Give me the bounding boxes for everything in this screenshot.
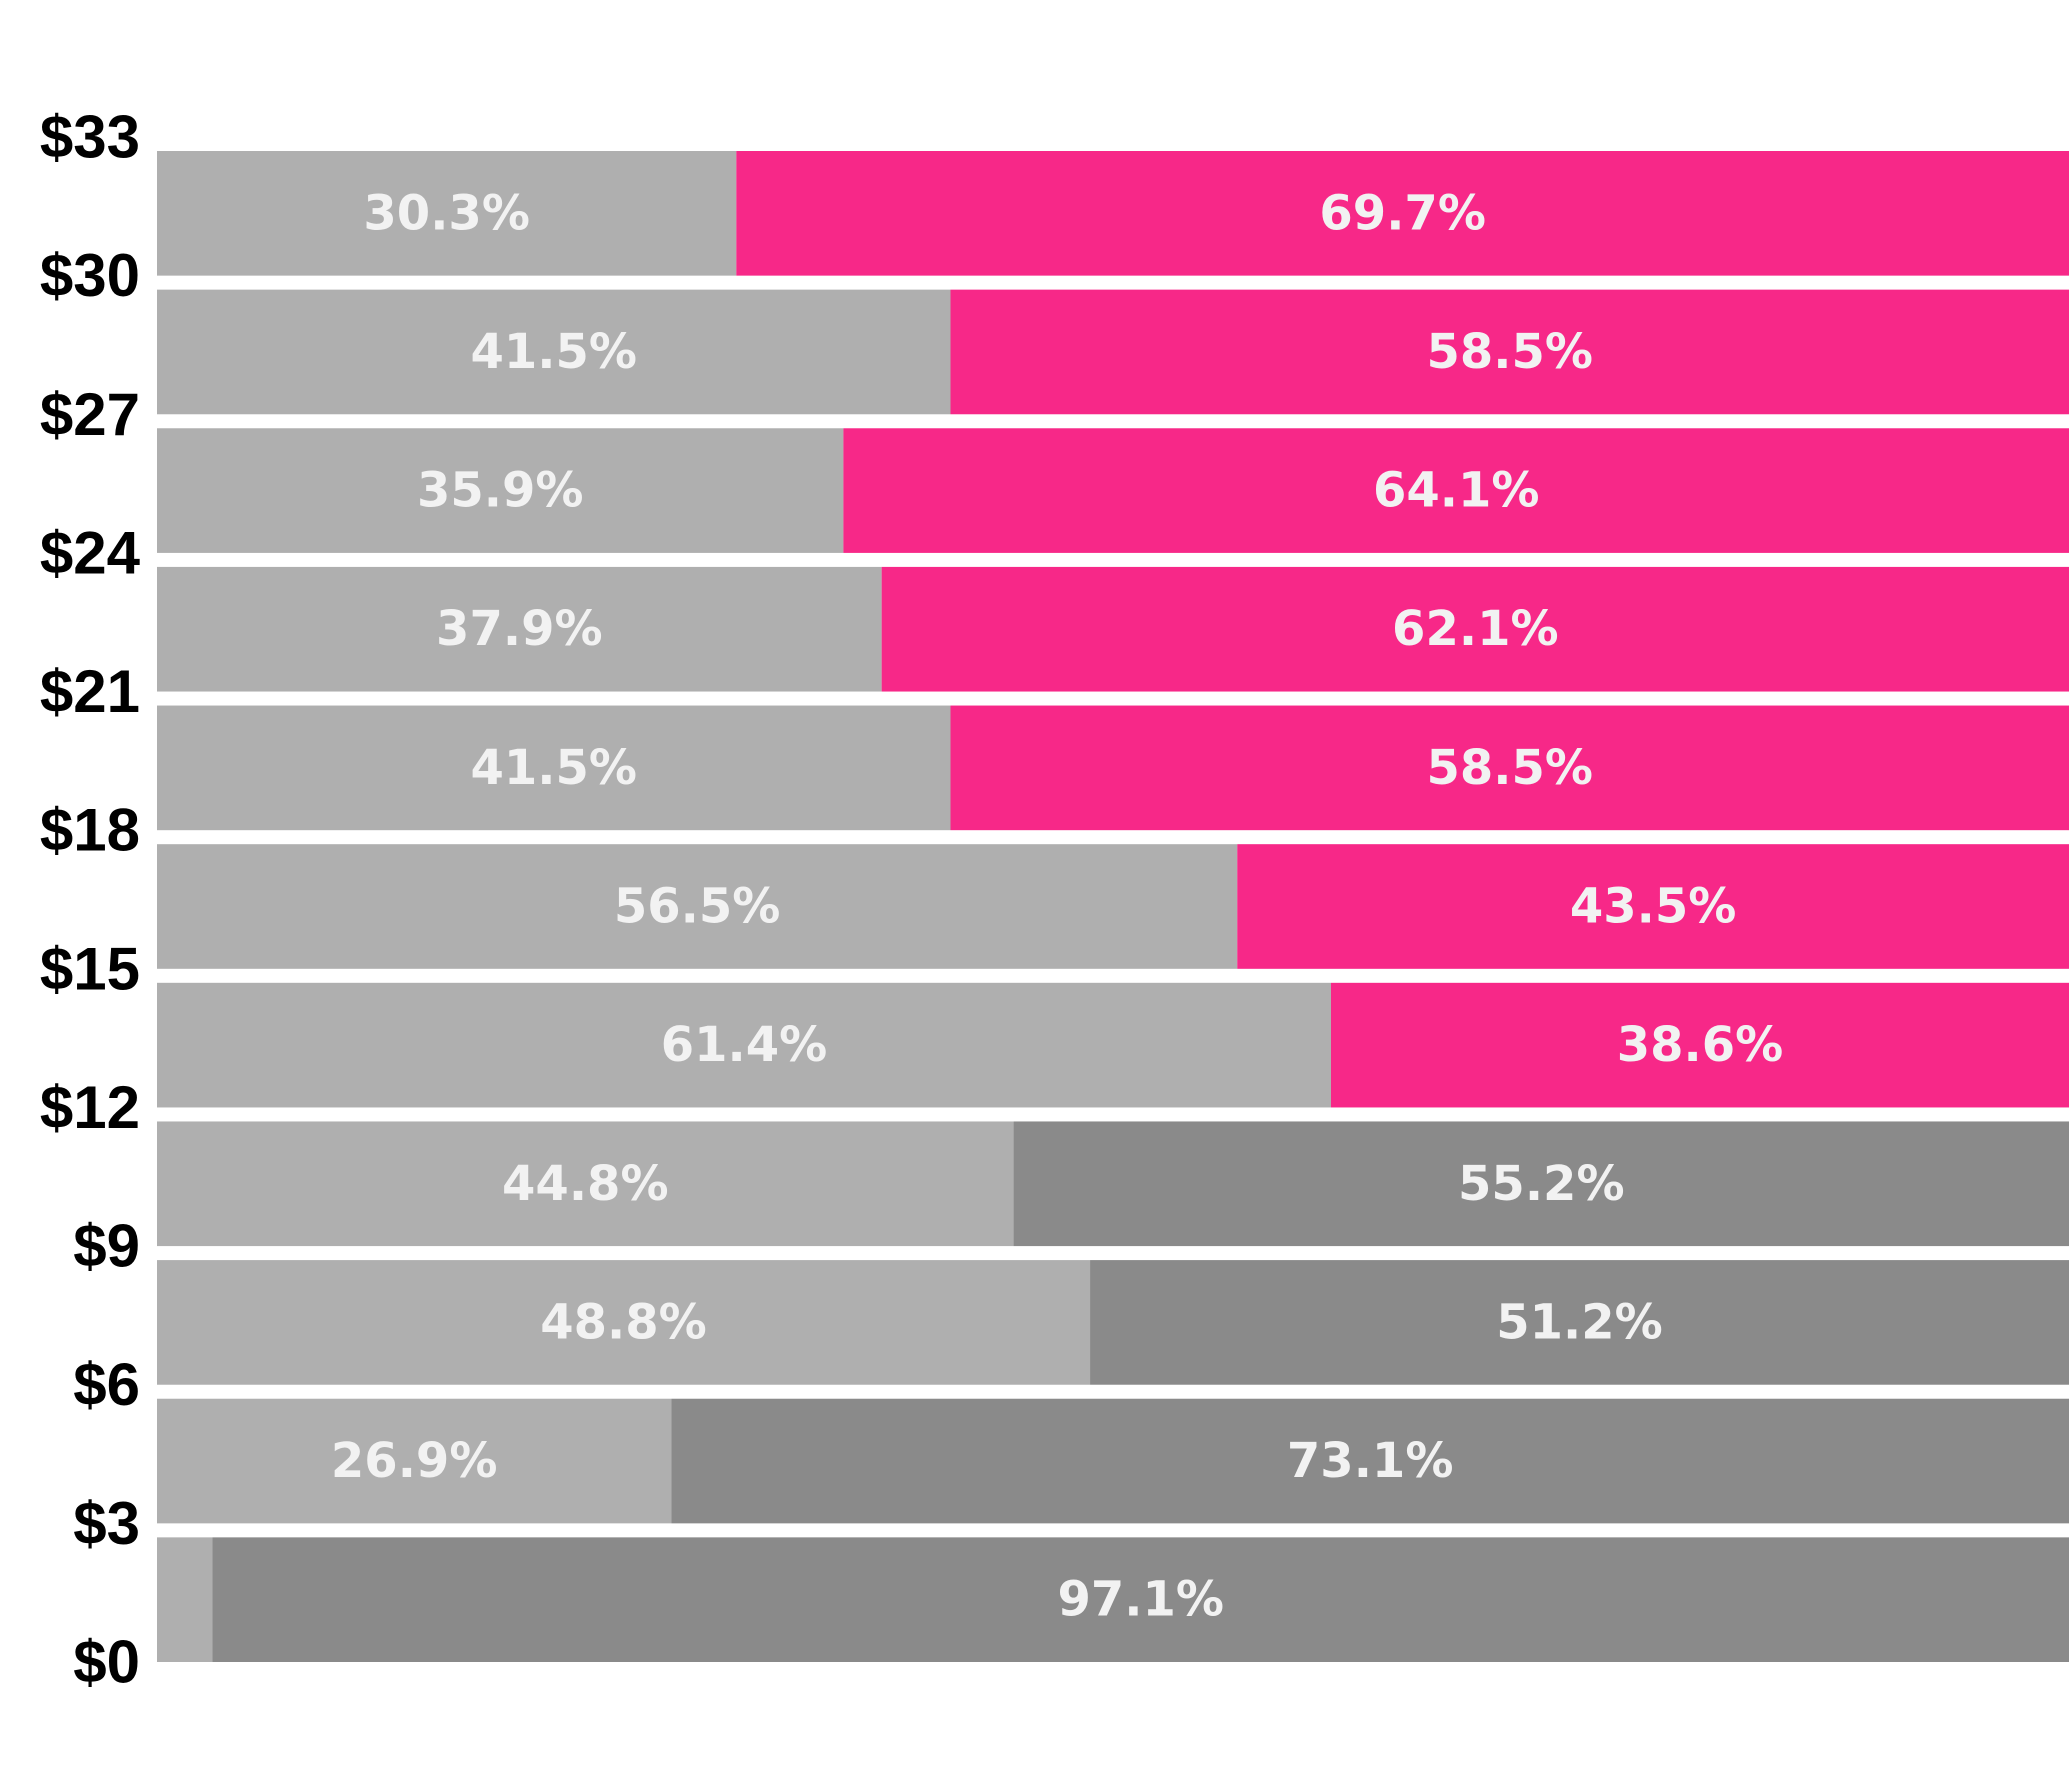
data-label-left: 61.4% <box>661 1017 828 1073</box>
bar-segment-left <box>157 1537 213 1662</box>
bar-segment-right <box>1090 1260 2069 1385</box>
y-tick-label: $3 <box>73 1490 140 1557</box>
y-tick-label: $0 <box>73 1629 140 1696</box>
data-label-right: 97.1% <box>1057 1572 1224 1628</box>
data-label-left: 44.8% <box>502 1156 669 1212</box>
data-label-right: 43.5% <box>1570 879 1737 935</box>
bar-segment-right <box>671 1398 2069 1524</box>
data-label-right: 58.5% <box>1426 324 1593 380</box>
bar-segment-left <box>157 1260 1091 1385</box>
data-label-right: 38.6% <box>1617 1017 1784 1073</box>
bar-segment-right <box>843 428 2069 553</box>
y-tick-label: $9 <box>73 1213 140 1280</box>
data-label-right: 64.1% <box>1373 463 1540 519</box>
bar-segment-left <box>157 844 1238 969</box>
bar-segment-right <box>881 566 2069 692</box>
bar-segment-left <box>157 1398 672 1524</box>
bar-segment-right <box>736 151 2069 276</box>
data-label-left: 37.9% <box>436 601 603 657</box>
bar-segment-right <box>950 289 2069 415</box>
data-label-left: 41.5% <box>470 324 637 380</box>
bar-segment-left <box>157 705 951 831</box>
data-label-left: 35.9% <box>417 463 584 519</box>
bar-segment-left <box>157 289 951 415</box>
bars-group: 97.1% 26.9% 73.1% 48.8% 51.2% 44.8% 55.2% 61.4%… <box>157 151 2069 1662</box>
bar-segment-right <box>1013 1121 2069 1247</box>
y-tick-label: $24 <box>40 519 141 586</box>
y-tick-label: $15 <box>40 935 140 1002</box>
y-tick-label: $21 <box>40 658 140 725</box>
y-tick-label: $27 <box>40 381 140 448</box>
data-label-right: 69.7% <box>1319 185 1486 241</box>
y-tick-label: $30 <box>40 242 140 309</box>
bar-segment-left <box>157 1121 1014 1247</box>
bar-segment-right <box>212 1537 2069 1662</box>
data-label-left: 30.3% <box>363 185 530 241</box>
bar-segment-left <box>157 982 1331 1108</box>
data-label-right: 51.2% <box>1496 1294 1663 1350</box>
y-axis-ticks: $0 $3 $6 $9 $12 $15 $18 $21 $24 $27 $30 $33 <box>40 104 141 1696</box>
data-label-right: 58.5% <box>1426 740 1593 796</box>
data-label-left: 56.5% <box>614 879 781 935</box>
data-label-left: 48.8% <box>540 1294 707 1350</box>
y-tick-label: $6 <box>73 1351 140 1418</box>
bar-segment-right <box>1330 982 2069 1108</box>
data-label-left: 41.5% <box>470 740 637 796</box>
data-label-left: 26.9% <box>331 1433 498 1489</box>
bar-segment-right <box>950 705 2069 831</box>
bar-segment-right <box>1237 844 2069 969</box>
bar-segment-left <box>157 428 844 553</box>
data-label-right: 55.2% <box>1458 1156 1625 1212</box>
y-tick-label: $18 <box>40 797 140 864</box>
bar-segment-left <box>157 566 882 692</box>
data-label-right: 73.1% <box>1287 1433 1454 1489</box>
bar-segment-left <box>157 151 737 276</box>
data-label-right: 62.1% <box>1392 601 1559 657</box>
y-tick-label: $33 <box>40 104 140 171</box>
y-tick-label: $12 <box>40 1074 140 1141</box>
